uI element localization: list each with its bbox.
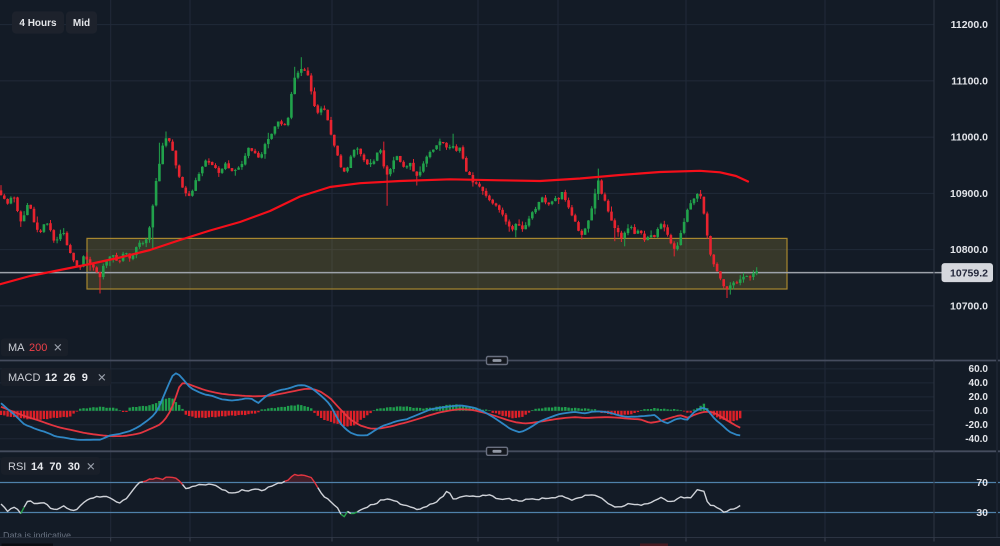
- svg-text:10700.0: 10700.0: [950, 300, 988, 312]
- svg-text:11100.0: 11100.0: [951, 75, 988, 87]
- svg-text:60.0: 60.0: [969, 364, 989, 375]
- svg-text:0.0: 0.0: [974, 406, 988, 417]
- svg-text:40.0: 40.0: [969, 378, 989, 389]
- svg-text:10900.0: 10900.0: [950, 188, 988, 200]
- svg-text:70: 70: [976, 477, 988, 489]
- svg-text:11000.0: 11000.0: [951, 132, 989, 144]
- svg-text:14 70 30: 14 70 30: [31, 461, 80, 473]
- svg-text:Mid: Mid: [73, 18, 90, 29]
- svg-text:4 Hours: 4 Hours: [19, 18, 57, 29]
- svg-text:20.0: 20.0: [969, 392, 989, 403]
- svg-text:10759.2: 10759.2: [950, 267, 988, 279]
- svg-text:10800.0: 10800.0: [950, 244, 988, 256]
- svg-text:11200.0: 11200.0: [951, 19, 989, 31]
- svg-text:✕: ✕: [97, 372, 107, 384]
- svg-text:RSI: RSI: [8, 461, 26, 473]
- svg-text:✕: ✕: [86, 461, 96, 473]
- svg-text:MA: MA: [8, 342, 25, 354]
- svg-text:12 26 9: 12 26 9: [45, 372, 88, 384]
- svg-text:200: 200: [29, 342, 47, 354]
- svg-text:✕: ✕: [53, 342, 63, 354]
- svg-text:30: 30: [976, 507, 988, 519]
- svg-text:Data is indicative: Data is indicative: [3, 531, 71, 541]
- svg-text:MACD: MACD: [8, 372, 40, 384]
- svg-text:-40.0: -40.0: [965, 434, 988, 445]
- svg-text:-20.0: -20.0: [965, 420, 988, 431]
